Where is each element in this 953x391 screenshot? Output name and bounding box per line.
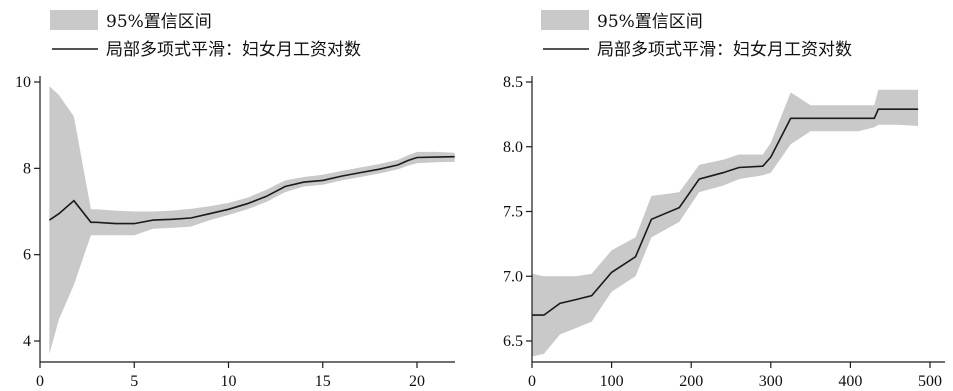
right-x-tick-label: 200 [679,373,703,390]
right-plot-area: 6.5 7.0 7.5 8.0 8.5 0 100 200 300 400 500 [503,74,945,390]
right-legend-band-label: 95%置信区间 [597,12,703,32]
left-legend: 95%置信区间 局部多项式平滑：妇女月工资对数 [50,10,361,60]
left-y-tick-label: 6 [23,247,31,264]
right-legend-line-label: 局部多项式平滑：妇女月工资对数 [597,40,852,60]
right-y-tick-label: 8.5 [503,74,523,91]
right-y-tick-label: 6.5 [503,333,523,350]
right-y-tick-label: 8.0 [503,139,523,156]
right-x-tick-label: 500 [918,373,942,390]
left-y-tick-label: 8 [23,160,31,177]
right-legend: 95%置信区间 局部多项式平滑：妇女月工资对数 [541,10,852,60]
left-y-tick-label: 10 [15,74,31,91]
left-x-tick-label: 0 [36,373,44,390]
left-smooth-line [48,155,455,225]
right-y-tick-label: 7.0 [503,268,523,285]
left-legend-band-swatch [50,10,98,30]
right-x-tick-label: 0 [528,373,536,390]
left-confidence-band [49,86,455,354]
left-x-tick-label: 20 [409,373,425,390]
right-x-tick-label: 300 [759,373,783,390]
right-smooth-line [532,108,919,316]
left-legend-line-label: 局部多项式平滑：妇女月工资对数 [106,40,361,60]
left-x-tick-label: 5 [130,373,138,390]
right-y-tick-label: 7.5 [503,204,523,221]
right-x-tick-label: 100 [600,373,624,390]
right-chart: 95%置信区间 局部多项式平滑：妇女月工资对数 6.5 7.0 7.5 8.0 8.5 0… [503,10,945,390]
left-y-tick-label: 4 [23,333,31,350]
right-legend-band-swatch [541,10,589,30]
right-confidence-band [532,89,919,357]
right-x-tick-label: 400 [838,373,862,390]
left-plot-area: 4 6 8 10 0 5 10 15 20 [15,74,455,390]
left-x-tick-label: 15 [315,373,331,390]
left-legend-band-label: 95%置信区间 [106,12,212,32]
left-chart: 95%置信区间 局部多项式平滑：妇女月工资对数 4 6 8 10 0 5 10 15 20 [15,10,455,390]
left-x-tick-label: 10 [221,373,237,390]
